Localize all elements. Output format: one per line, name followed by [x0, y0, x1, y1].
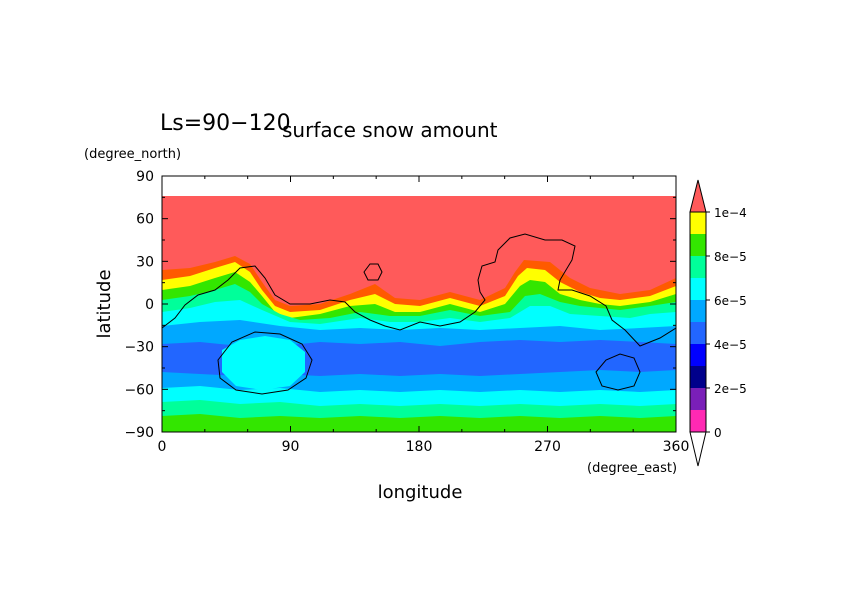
x-tick-label: 0 — [158, 439, 167, 455]
x-tick-label: 360 — [663, 439, 690, 455]
panel-label: Ls=90−120 — [160, 111, 291, 136]
colorbar-swatch — [690, 256, 706, 278]
topography-contours — [162, 233, 676, 395]
contour-field — [162, 176, 676, 432]
colorbar-swatch — [690, 388, 706, 410]
colorbar-tick-label: 0 — [714, 426, 722, 440]
colorbar-extend-max — [689, 179, 707, 213]
colorbar-swatch — [690, 212, 706, 234]
x-tick-label: 90 — [282, 439, 300, 455]
contour-north — [162, 233, 676, 347]
colorbar-tick-label: 2e−5 — [714, 382, 747, 396]
y-axis-label: latitude — [94, 269, 115, 338]
y-tick-label: −60 — [124, 382, 154, 398]
y-tick-label: 90 — [136, 169, 154, 185]
contour-crater-west — [217, 331, 313, 395]
y-tick-label: 30 — [136, 254, 154, 270]
y-tick-label: −30 — [124, 340, 154, 356]
colorbar-frame — [689, 211, 707, 433]
y-tick-label: 60 — [136, 212, 154, 228]
colorbar-swatch — [690, 278, 706, 300]
colorbar-extend-min — [689, 431, 707, 467]
y-tick-label: 0 — [145, 297, 154, 313]
x-units-label: (degree_east) — [587, 461, 677, 476]
colorbar-tick-label: 4e−5 — [714, 338, 747, 352]
colorbar-swatch — [690, 322, 706, 344]
chart-title: surface snow amount — [282, 118, 498, 142]
cyan-patch-west — [222, 336, 305, 390]
x-axis-label: longitude — [378, 482, 463, 503]
y-units-label: (degree_north) — [84, 147, 181, 162]
colorbar-tick-label: 8e−5 — [714, 250, 747, 264]
colorbar-swatch — [690, 300, 706, 322]
contour-crater-east — [595, 353, 641, 391]
colorbar-swatch — [690, 366, 706, 388]
colorbar-tick-label: 6e−5 — [714, 294, 747, 308]
colorbar-swatch — [690, 234, 706, 256]
y-tick-label: −90 — [124, 425, 154, 441]
x-axis-ticks: 0 90 180 270 360 — [158, 176, 690, 455]
y-axis-ticks: 90 60 30 0 −30 −60 −90 — [124, 169, 676, 441]
colorbar-swatch — [690, 344, 706, 366]
x-tick-label: 180 — [406, 439, 433, 455]
colorbar-swatch — [690, 410, 706, 432]
x-tick-label: 270 — [534, 439, 561, 455]
colorbar-tick-label: 1e−4 — [714, 206, 747, 220]
contour-small-island — [363, 263, 383, 281]
colorbar: 0 2e−5 4e−5 6e−5 8e−5 1e−4 — [689, 179, 747, 467]
